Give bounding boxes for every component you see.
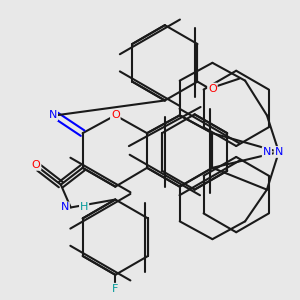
Text: O: O xyxy=(32,160,40,170)
Text: O: O xyxy=(208,84,217,94)
Text: F: F xyxy=(112,284,119,294)
Text: N: N xyxy=(61,202,69,212)
Text: H: H xyxy=(80,202,88,212)
Text: N: N xyxy=(49,110,57,120)
Text: N: N xyxy=(274,147,283,157)
Text: N: N xyxy=(263,147,271,157)
Text: O: O xyxy=(111,110,120,120)
